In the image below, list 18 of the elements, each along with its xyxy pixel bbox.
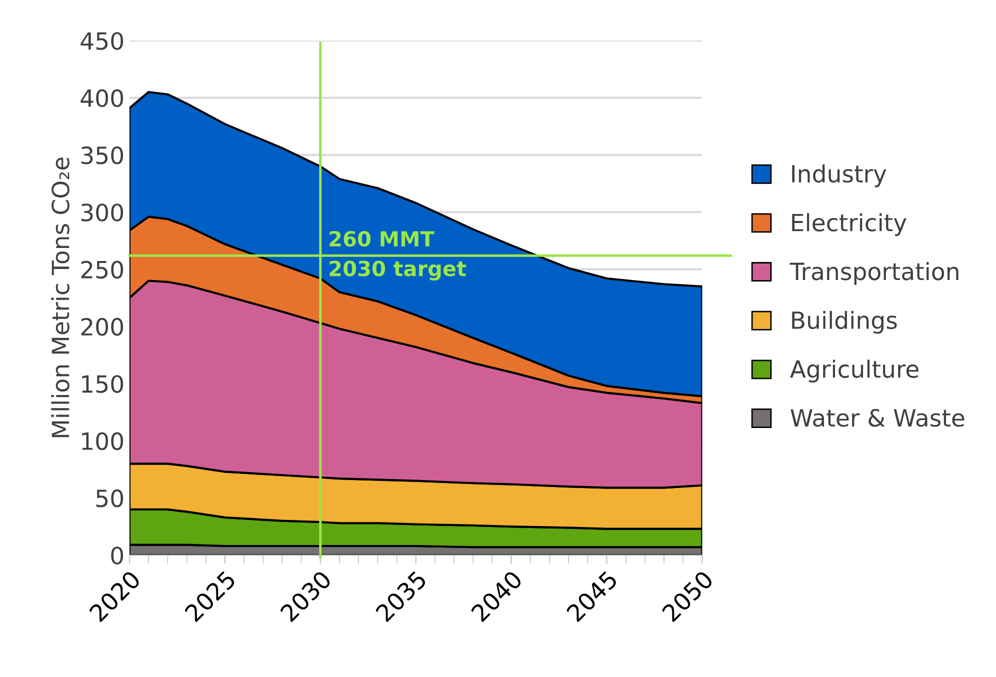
y-tick-label: 0 <box>111 546 124 564</box>
y-tick-label: 50 <box>96 489 124 508</box>
y-axis-title: Million Metric Tons CO₂e <box>51 158 70 438</box>
y-tick-label: 450 <box>80 32 124 50</box>
legend-label: Industry <box>792 164 886 188</box>
y-tick-label: 100 <box>82 432 124 450</box>
legend-label: Water & Waste <box>790 408 964 427</box>
y-tick-label: 350 <box>81 146 124 164</box>
legend-label: Buildings <box>792 310 897 334</box>
y-tick-label: 400 <box>80 89 124 108</box>
y-tick-label: 300 <box>81 204 124 222</box>
legend-label: Agriculture <box>790 360 918 383</box>
y-tick-label: 200 <box>81 318 124 336</box>
ref-line-label: 260 MMT 2030 target <box>330 230 466 281</box>
legend-label: Electricity <box>792 213 906 236</box>
y-tick-label: 250 <box>81 260 124 279</box>
legend-label: Transportation <box>790 262 958 285</box>
y-tick-label: 150 <box>82 375 124 393</box>
